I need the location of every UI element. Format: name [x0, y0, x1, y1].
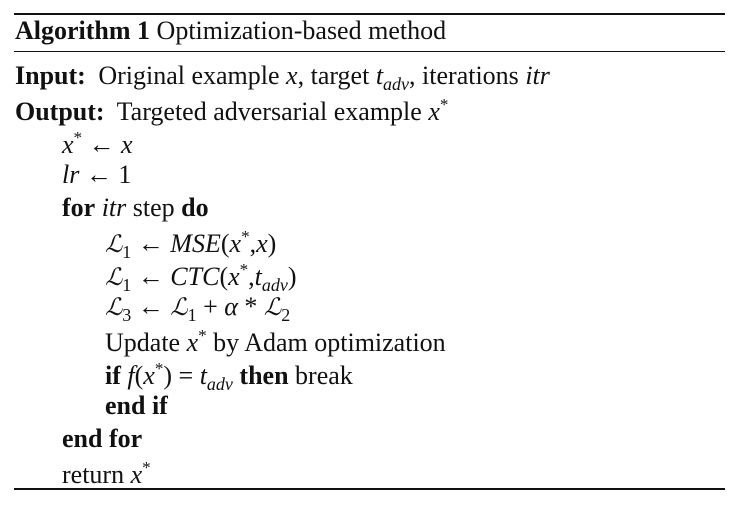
update-star: * [198, 326, 207, 345]
init-x-lhs: x [62, 130, 74, 159]
step-init-x: x* ← x [62, 129, 133, 158]
return-text: return [62, 460, 125, 489]
loss-symbol: ℒ [263, 293, 282, 321]
arg-t: t [254, 262, 262, 291]
arg-x: x [143, 361, 155, 390]
update-text-b: by Adam optimization [213, 328, 446, 357]
loss-symbol: ℒ [105, 230, 123, 258]
paren-close: ) [267, 229, 277, 258]
break-text: break [295, 361, 353, 390]
loss-sub: 2 [281, 305, 291, 325]
comma: , [249, 229, 257, 258]
output-text: Targeted adversarial example [116, 97, 422, 126]
assign-arrow: ← [137, 229, 164, 258]
assign-arrow: ← [85, 160, 112, 189]
init-x-rhs: x [121, 130, 133, 159]
output-star: * [439, 95, 449, 114]
paren-close: ) [287, 262, 297, 291]
update-text-a: Update [105, 328, 181, 357]
return-star: * [142, 458, 151, 477]
input-text-c: , iterations [409, 61, 519, 90]
loss-sub: 3 [122, 305, 132, 325]
end-if-keyword: end if [105, 391, 168, 420]
top-rule [14, 13, 725, 15]
output-keyword: Output: [15, 97, 105, 126]
paren-open: ( [134, 361, 144, 390]
algorithm-title: Optimization-based method [156, 16, 447, 45]
loss-symbol: ℒ [105, 263, 123, 291]
mse-fn: MSE [170, 229, 221, 258]
ctc-fn: CTC [170, 262, 220, 291]
output-x: x [428, 97, 440, 126]
input-t: t [375, 61, 384, 90]
step-if: if f(x*) = tadv then break [105, 360, 353, 393]
arg-star: * [241, 227, 250, 246]
if-keyword: if [105, 361, 121, 390]
arg-x2: x [256, 229, 268, 258]
step-end-for: end for [62, 426, 142, 452]
target-t: t [199, 361, 207, 390]
for-keyword: for [62, 193, 96, 222]
paren-open: ( [219, 262, 229, 291]
assign-arrow: ← [137, 262, 164, 291]
step-l1-mse: ℒ1 ← MSE(x*,x) [105, 228, 276, 261]
loop-text: step [132, 193, 175, 222]
init-lr-rhs: 1 [118, 160, 132, 189]
loss-symbol: ℒ [170, 293, 188, 321]
f-fn: f [127, 361, 135, 390]
input-line: Input: Original example x, target tadv, … [15, 61, 550, 94]
paren-open: ( [220, 229, 230, 258]
paren-close: ) [163, 361, 173, 390]
times-sign: * [244, 292, 258, 321]
loss-sub: 1 [122, 242, 132, 262]
step-return: return x* [62, 459, 151, 488]
algorithm-caption: Algorithm 1 Optimization-based method [15, 18, 446, 44]
assign-arrow: ← [88, 130, 115, 159]
step-l1-ctc: ℒ1 ← CTC(x*,tadv) [105, 261, 297, 294]
update-x: x [186, 328, 199, 357]
step-update: Update x* by Adam optimization [105, 327, 446, 356]
end-for-keyword: end for [62, 424, 143, 453]
step-init-lr: lr ← 1 [62, 162, 131, 188]
step-l3: ℒ3 ← ℒ1 + α * ℒ2 [105, 292, 291, 325]
bottom-rule [14, 488, 725, 490]
init-x-star: * [73, 128, 83, 147]
equals-sign: = [178, 361, 194, 390]
loss-symbol: ℒ [105, 293, 123, 321]
arg-x: x [229, 229, 242, 258]
arg-star: * [239, 260, 249, 279]
loss-sub: 1 [187, 305, 197, 325]
do-keyword: do [181, 193, 209, 222]
output-line: Output: Targeted adversarial example x* [15, 96, 448, 125]
step-end-if: end if [105, 393, 168, 419]
input-text-b: , target [297, 61, 370, 90]
input-itr: itr [525, 61, 550, 90]
algorithm-label: Algorithm 1 [15, 16, 151, 45]
input-keyword: Input: [15, 61, 86, 90]
init-lr-lhs: lr [62, 160, 80, 189]
target-t-sub: adv [206, 374, 233, 394]
loop-var: itr [101, 193, 127, 222]
return-x: x [130, 460, 143, 489]
arg-star: * [154, 359, 164, 378]
then-keyword: then [239, 361, 289, 390]
step-for-loop: for itr step do [62, 195, 209, 221]
arg-x: x [228, 262, 240, 291]
plus-sign: + [203, 292, 218, 321]
loss-sub: 1 [122, 275, 132, 295]
arg-t-sub: adv [261, 275, 288, 295]
input-t-sub: adv [383, 74, 410, 94]
alpha-symbol: α [224, 292, 238, 321]
input-text-a: Original example [98, 61, 280, 90]
input-var-x: x [286, 61, 298, 90]
comma: , [248, 262, 255, 291]
caption-rule [14, 51, 725, 52]
assign-arrow: ← [137, 292, 164, 321]
